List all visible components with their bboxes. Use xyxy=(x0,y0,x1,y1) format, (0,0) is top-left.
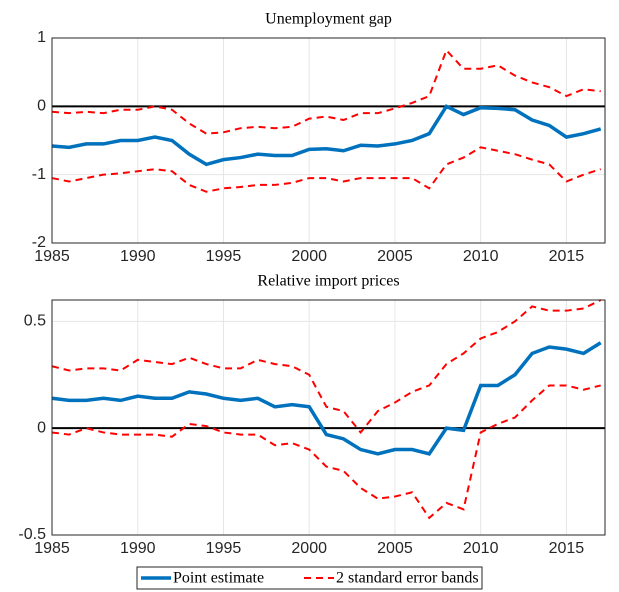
axes-box xyxy=(51,37,606,244)
x-tick-label: 1995 xyxy=(206,540,242,557)
chart-title: Relative import prices xyxy=(257,273,399,290)
plot-area xyxy=(52,300,605,535)
y-tick-label: 0 xyxy=(37,98,46,115)
x-tick-label: 2015 xyxy=(549,540,585,557)
y-tick-label: 0 xyxy=(37,419,46,436)
chart-title: Unemployment gap xyxy=(265,11,392,28)
x-tick-label: 2000 xyxy=(291,248,327,265)
legend-label: Point estimate xyxy=(173,570,264,587)
x-tick-label: 2005 xyxy=(377,540,413,557)
x-tick-label: 2005 xyxy=(377,248,413,265)
x-tick-label: 1995 xyxy=(206,248,242,265)
estimate-line xyxy=(51,104,602,167)
band-line xyxy=(51,146,602,193)
y-tick-label: -1 xyxy=(32,166,46,183)
x-tick-label: 1990 xyxy=(120,248,156,265)
axes-box xyxy=(51,299,606,536)
x-tick-label: 1985 xyxy=(34,248,70,265)
x-tick-label: 1990 xyxy=(120,540,156,557)
y-tick-label: -0.5 xyxy=(18,526,46,543)
band-line xyxy=(51,299,602,435)
y-tick-label: -2 xyxy=(32,234,46,251)
x-tick-label: 2010 xyxy=(463,248,499,265)
y-tick-label: 0.5 xyxy=(24,313,46,330)
x-tick-label: 1985 xyxy=(34,540,70,557)
x-tick-label: 2015 xyxy=(549,248,585,265)
legend-label: 2 standard error bands xyxy=(336,570,479,587)
x-tick-label: 2000 xyxy=(291,540,327,557)
estimate-line xyxy=(51,341,602,456)
x-tick-label: 2010 xyxy=(463,540,499,557)
band-line xyxy=(51,384,601,520)
y-tick-label: 1 xyxy=(37,29,46,46)
